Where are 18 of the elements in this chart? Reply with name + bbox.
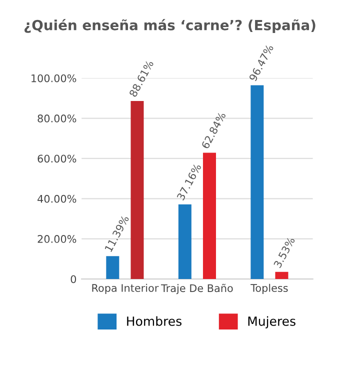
y-tick-label: 80.00% (38, 114, 76, 122)
x-tick-label: Traje De Baño (160, 284, 233, 294)
bar (130, 101, 144, 279)
legend-label: Mujeres (248, 316, 296, 328)
bar (250, 85, 264, 279)
legend-label: Hombres (127, 316, 182, 326)
x-tick-label: Ropa Interior (92, 284, 159, 294)
bar (202, 152, 216, 279)
y-tick-label: 20.00% (38, 235, 76, 243)
bar (106, 256, 120, 279)
bar (178, 204, 192, 279)
x-tick-label: Topless (250, 284, 288, 294)
bar (275, 272, 288, 279)
y-tick-label: 0 (70, 275, 76, 284)
y-tick-label: 40.00% (38, 194, 76, 203)
chart-title: ¿Quién enseña más ‘carne’? (España) (24, 19, 316, 34)
y-tick-label: 100.00% (32, 74, 76, 82)
y-tick-label: 60.00% (38, 154, 76, 163)
